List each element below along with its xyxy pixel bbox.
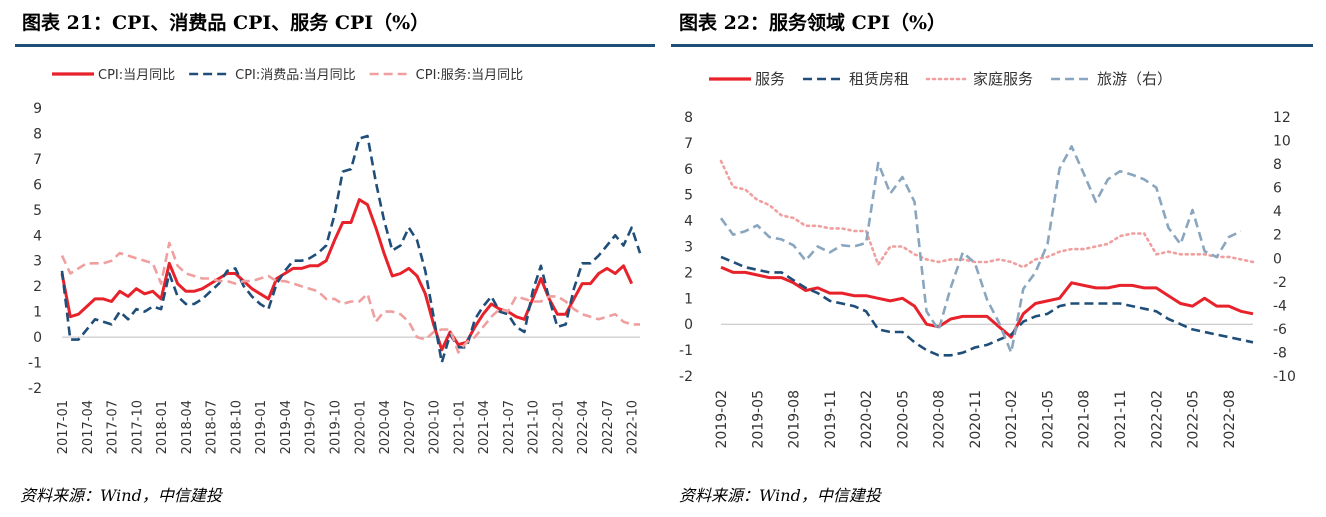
y2-tick-label: 6 [1273,181,1282,197]
x-tick-label: 2021-04 [477,400,492,454]
x-tick-label: 2019-04 [279,400,294,454]
x-tick-label: 2019-08 [787,390,803,449]
series-line-0 [60,198,634,352]
x-tick-label: 2019-11 [823,390,839,449]
y-tick-label: 0 [33,330,42,346]
x-tick-label: 2019-07 [304,400,319,454]
y-tick-label: 7 [33,152,42,168]
y2-tick-label: 8 [1273,157,1282,173]
y-tick-label: 4 [33,228,42,244]
x-tick-label: 2017-10 [130,400,145,454]
y-tick-label: 6 [33,177,42,193]
chart-title: 图表 21：CPI、消费品 CPI、服务 CPI（%） [22,12,430,34]
y-tick-label: 8 [684,110,693,126]
x-tick-label: 2022-04 [576,400,591,454]
x-tick-label: 2020-02 [859,390,875,449]
x-tick-label: 2020-07 [403,400,418,454]
y-tick-label: 9 [33,101,42,117]
series-line-2 [60,241,640,354]
chart-title: 图表 22：服务领域 CPI（%） [679,12,947,34]
y2-tick-label: -6 [1273,322,1287,338]
x-tick-label: 2018-07 [205,400,220,454]
y-tick-label: 6 [684,162,693,178]
x-tick-label: 2017-04 [81,400,96,454]
series-line-1 [720,255,1254,357]
y-tick-label: -1 [679,343,693,359]
x-tick-label: 2018-10 [229,400,244,454]
legend-label-1: 租赁房租 [849,70,909,88]
y-tick-label: -2 [679,369,693,385]
legend-label-1: CPI:消费品:当月同比 [235,68,356,83]
x-tick-label: 2021-08 [1077,390,1093,449]
service-cpi-chart-svg: 服务 租赁房租 家庭服务 旅游（右）-2-1012345678-10-8-6-4-20… [679,70,1296,449]
source-note: 资料来源：Wind，中信建投 [20,486,222,505]
y-tick-label: 3 [33,254,42,270]
y2-tick-label: -8 [1273,345,1287,361]
y2-tick-label: -2 [1273,275,1287,291]
y-tick-label: 8 [33,126,42,142]
x-tick-label: 2021-05 [1040,390,1056,449]
x-tick-label: 2020-11 [968,390,984,449]
title-divider [15,44,655,47]
x-tick-label: 2019-10 [328,400,343,454]
x-tick-label: 2022-01 [551,400,566,454]
series-line-0 [720,265,1254,339]
x-tick-label: 2021-11 [1113,390,1129,449]
x-tick-label: 2018-04 [180,400,195,454]
x-tick-label: 2017-01 [56,400,71,454]
x-tick-label: 2022-08 [1222,390,1238,449]
cpi-chart-svg: CPI:当月同比 CPI:消费品:当月同比 CPI:服务:当月同比 -2 -1 0 1 2 3 4… [28,67,642,454]
series-line-1 [60,134,642,364]
y2-tick-label: 10 [1273,134,1291,150]
series-line-2 [719,159,1255,269]
y2-tick-label: 4 [1273,204,1282,220]
y-tick-label: 5 [33,203,42,219]
y2-tick-label: 2 [1273,228,1282,244]
legend-label-2: 家庭服务 [973,70,1033,88]
x-tick-label: 2020-10 [428,400,443,454]
x-tick-label: 2022-02 [1149,390,1165,449]
y-tick-label: 0 [684,317,693,333]
y-tick-label: -1 [28,356,42,372]
x-tick-label: 2020-04 [378,400,393,454]
chart-panel-service-cpi: 图表 22：服务领域 CPI（%） 服务 租赁房租 家庭服务 旅游（右） -2 -1 0 1 2… [663,0,1326,517]
x-tick-label: 2021-07 [502,400,517,454]
y-tick-label: 4 [684,214,693,230]
y-tick-label: 3 [684,240,693,256]
y-tick-label: 2 [684,265,693,281]
x-tick-label: 2022-10 [626,400,641,454]
source-note: 资料来源：Wind，中信建投 [679,486,881,505]
series-line-3 [719,145,1242,354]
y2-tick-label: 12 [1273,110,1291,126]
x-tick-label: 2021-02 [1004,390,1020,449]
legend-label-0: 服务 [755,70,785,88]
x-tick-label: 2022-05 [1186,390,1202,449]
x-tick-label: 2019-05 [750,390,766,449]
legend-label-0: CPI:当月同比 [98,68,175,83]
x-tick-label: 2020-01 [353,400,368,454]
y-tick-label: 2 [33,279,42,295]
chart-panel-cpi: 图表 21：CPI、消费品 CPI、服务 CPI（%） CPI:当月同比 CPI:… [15,12,655,505]
x-tick-label: 2020-05 [895,390,911,449]
x-tick-label: 2019-02 [714,390,730,449]
y2-tick-label: 0 [1273,251,1282,267]
y-tick-label: 5 [684,188,693,204]
x-tick-label: 2021-01 [452,400,467,454]
title-divider [671,44,1313,47]
x-tick-label: 2019-01 [254,400,269,454]
x-tick-label: 2021-10 [527,400,542,454]
y-tick-label: 1 [33,305,42,321]
y2-tick-label: -10 [1273,369,1296,385]
x-tick-label: 2022-07 [601,400,616,454]
y2-tick-label: -4 [1273,298,1287,314]
x-tick-label: 2020-08 [932,390,948,449]
y-tick-label: 7 [684,136,693,152]
x-tick-label: 2017-07 [106,400,121,454]
legend-label-3: 旅游（右） [1097,70,1172,88]
y-tick-label: 1 [684,291,693,307]
legend-label-2: CPI:服务:当月同比 [416,67,524,83]
y-tick-label: -2 [28,381,42,397]
x-tick-label: 2018-01 [155,400,170,454]
